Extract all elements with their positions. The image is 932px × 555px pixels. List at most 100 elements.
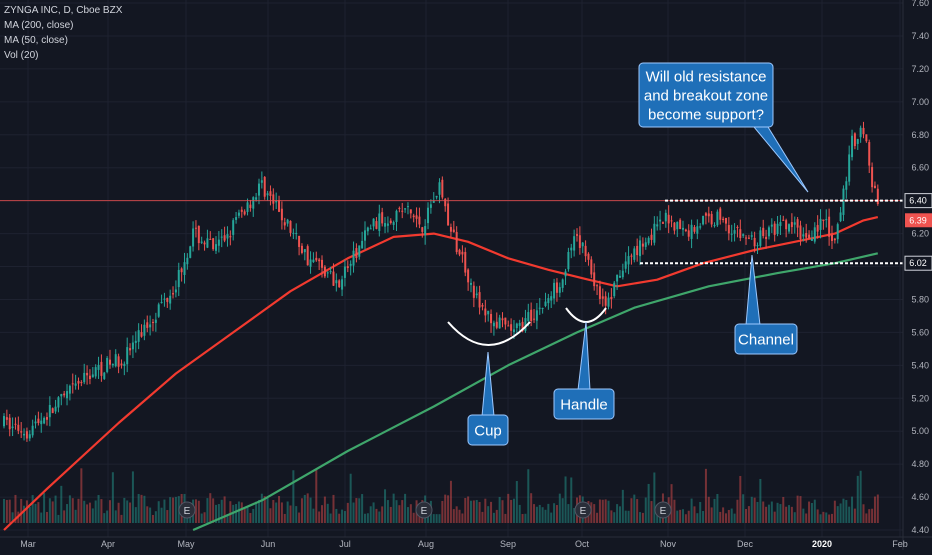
- candle-body: [779, 222, 782, 226]
- volume-bar: [300, 498, 303, 523]
- candle-body: [510, 324, 513, 331]
- volume-bar: [71, 498, 74, 523]
- volume-bar: [639, 512, 642, 523]
- volume-bar: [682, 509, 685, 523]
- candle-body: [492, 322, 495, 327]
- volume-bar: [435, 514, 438, 523]
- candle-body: [613, 282, 616, 297]
- candle-body: [736, 226, 739, 228]
- candle-body: [639, 240, 642, 257]
- candle-body: [435, 195, 438, 198]
- volume-bar: [475, 499, 478, 523]
- volume-bar: [355, 498, 358, 523]
- volume-bar: [693, 506, 696, 523]
- candle-body: [564, 271, 567, 277]
- candle-body: [819, 218, 822, 230]
- volume-bar: [272, 500, 275, 523]
- candle-body: [80, 382, 83, 384]
- candle-body: [633, 248, 636, 260]
- volume-bar: [235, 504, 238, 523]
- candle-body: [515, 323, 518, 329]
- volume-bar: [481, 511, 484, 523]
- candle-body: [74, 383, 77, 386]
- callout-channel-text: Channel: [738, 331, 794, 348]
- volume-bar: [8, 499, 11, 523]
- volume-bar: [828, 514, 831, 523]
- candle-body: [544, 301, 547, 306]
- candle-body: [627, 256, 630, 265]
- candle-body: [111, 363, 114, 366]
- volume-bar: [83, 500, 86, 523]
- volume-bar: [690, 498, 693, 523]
- candle-body: [166, 298, 169, 302]
- volume-bar: [427, 513, 430, 523]
- volume-bar: [154, 511, 157, 523]
- volume-bar: [438, 514, 441, 523]
- price-label-box: [904, 255, 932, 271]
- volume-bar: [521, 514, 524, 523]
- volume-bar: [707, 496, 710, 523]
- volume-bar: [220, 499, 223, 523]
- volume-bar: [865, 513, 868, 523]
- volume-bar: [684, 514, 687, 523]
- volume-bar: [788, 505, 791, 523]
- volume-bar: [77, 498, 80, 523]
- volume-bar: [762, 501, 765, 523]
- volume-bar: [338, 513, 341, 523]
- volume-bar: [773, 511, 776, 523]
- candle-body: [415, 215, 418, 219]
- volume-bar: [363, 513, 366, 523]
- candle-body: [722, 218, 725, 221]
- candle-body: [217, 239, 220, 246]
- candle-body: [366, 227, 369, 232]
- volume-bar: [679, 509, 682, 523]
- volume-bar: [88, 502, 91, 523]
- candle-body: [409, 209, 412, 214]
- candle-body: [756, 245, 759, 247]
- callout-question-text: Will old resistance: [646, 68, 767, 85]
- candle-body: [117, 356, 120, 367]
- candle-body: [822, 219, 825, 221]
- volume-bar: [610, 510, 613, 523]
- volume-bar: [257, 499, 260, 523]
- volume-bar: [352, 502, 355, 523]
- candle-body: [220, 236, 223, 238]
- volume-bar: [212, 498, 215, 523]
- price-label-text: 6.39: [909, 215, 927, 225]
- callout-question-box: [638, 62, 774, 128]
- candle-body: [25, 431, 28, 439]
- candle-body: [386, 223, 389, 226]
- candle-body: [873, 185, 876, 189]
- candle-body: [452, 229, 455, 233]
- candle-body: [504, 317, 507, 325]
- candle-body: [278, 200, 281, 212]
- volume-bar: [94, 500, 97, 523]
- volume-bar: [819, 514, 822, 523]
- volume-bar: [644, 497, 647, 523]
- candle-body: [232, 220, 235, 235]
- candle-body: [429, 204, 432, 208]
- candle-body: [561, 279, 564, 288]
- y-tick-label: 4.40: [911, 525, 929, 535]
- volume-bar: [673, 499, 676, 523]
- volume-bar: [636, 499, 639, 523]
- candle-body: [682, 227, 685, 230]
- candle-body: [467, 269, 470, 283]
- volume-bar: [596, 512, 599, 523]
- y-tick-label: 7.20: [911, 64, 929, 74]
- candle-body: [381, 212, 384, 224]
- volume-bar: [406, 507, 409, 523]
- candle-body: [702, 215, 705, 225]
- callout-handle-text: Handle: [560, 396, 608, 413]
- candle-body: [275, 200, 278, 203]
- candle-body: [372, 218, 375, 227]
- volume-bar: [785, 506, 788, 523]
- candle-body: [86, 372, 89, 376]
- volume-bar: [464, 497, 467, 523]
- candle-body: [650, 234, 653, 240]
- candle-body: [292, 232, 295, 234]
- candle-body: [550, 296, 553, 301]
- volume-bar: [808, 501, 811, 523]
- candle-body: [77, 380, 80, 384]
- volume-bar: [813, 499, 816, 523]
